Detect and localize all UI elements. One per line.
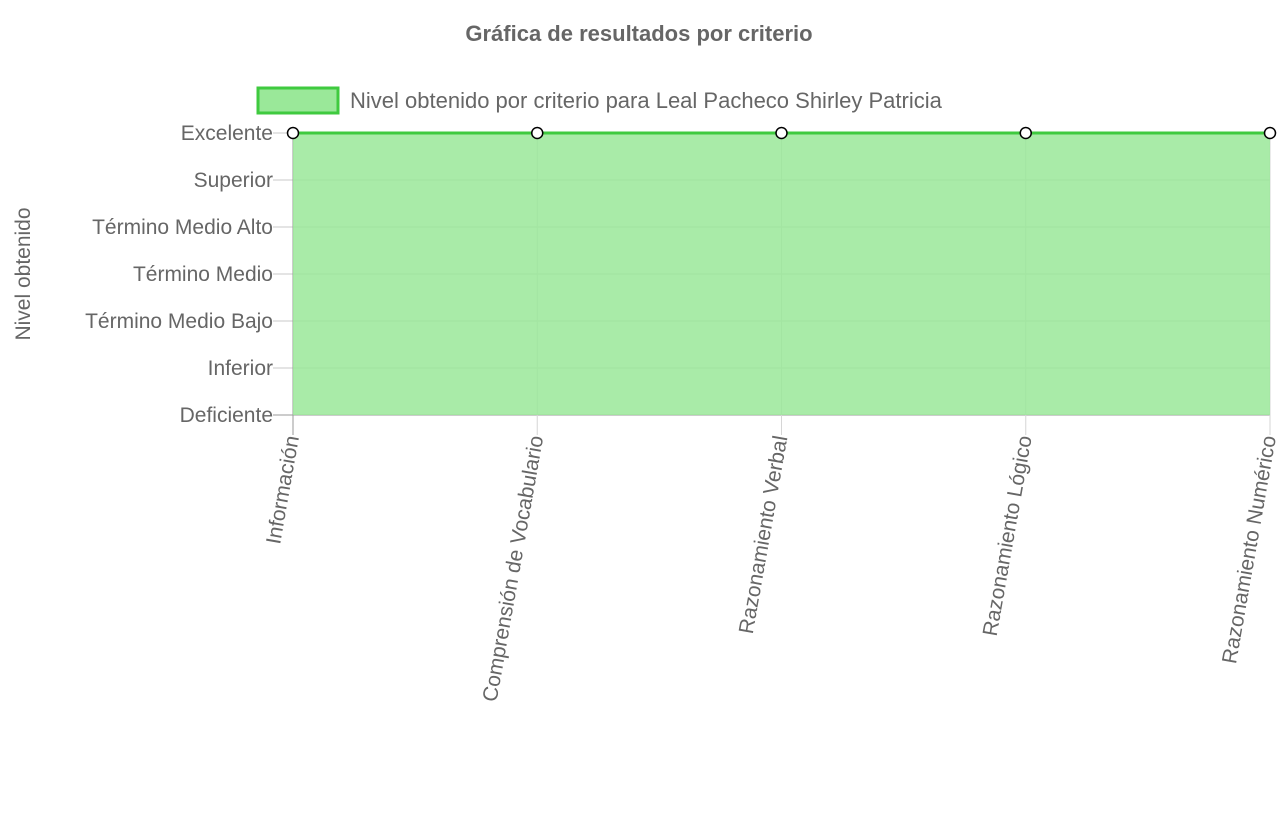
- data-point[interactable]: [1263, 126, 1277, 140]
- y-axis-title: Nivel obtenido: [12, 207, 35, 340]
- x-tick-label: Información: [262, 434, 304, 546]
- data-point[interactable]: [775, 126, 788, 140]
- y-tick-label: Término Medio: [133, 263, 273, 286]
- y-tick-label: Deficiente: [180, 404, 273, 427]
- legend-swatch: [256, 86, 340, 115]
- y-axis-ticks: Deficiente Inferior Término Medio Bajo Térm…: [85, 122, 273, 427]
- data-point[interactable]: [286, 126, 300, 140]
- x-tick-label: Razonamiento Verbal: [735, 434, 793, 636]
- area-layer: [293, 131, 1270, 415]
- data-points: [286, 126, 1277, 140]
- x-axis-ticks: Información Comprensión de Vocabulario Raz…: [262, 434, 1278, 704]
- data-point[interactable]: [1019, 126, 1032, 140]
- chart-title: Gráfica de resultados por criterio: [465, 21, 812, 46]
- legend-label: Nivel obtenido por criterio para Leal Pa…: [350, 88, 943, 113]
- legend[interactable]: Nivel obtenido por criterio para Leal Pa…: [256, 86, 943, 115]
- y-tick-label: Excelente: [181, 122, 273, 145]
- x-tick-label: Comprensión de Vocabulario: [479, 434, 548, 704]
- x-tick-label: Razonamiento Lógico: [979, 434, 1037, 638]
- y-tick-label: Término Medio Alto: [92, 216, 273, 239]
- series-area: [293, 133, 1270, 415]
- y-tick-label: Superior: [194, 169, 273, 192]
- y-tick-label: Término Medio Bajo: [85, 310, 273, 333]
- y-tick-label: Inferior: [208, 357, 273, 380]
- x-tick-label: Razonamiento Numérico: [1218, 434, 1278, 666]
- data-point[interactable]: [531, 126, 544, 140]
